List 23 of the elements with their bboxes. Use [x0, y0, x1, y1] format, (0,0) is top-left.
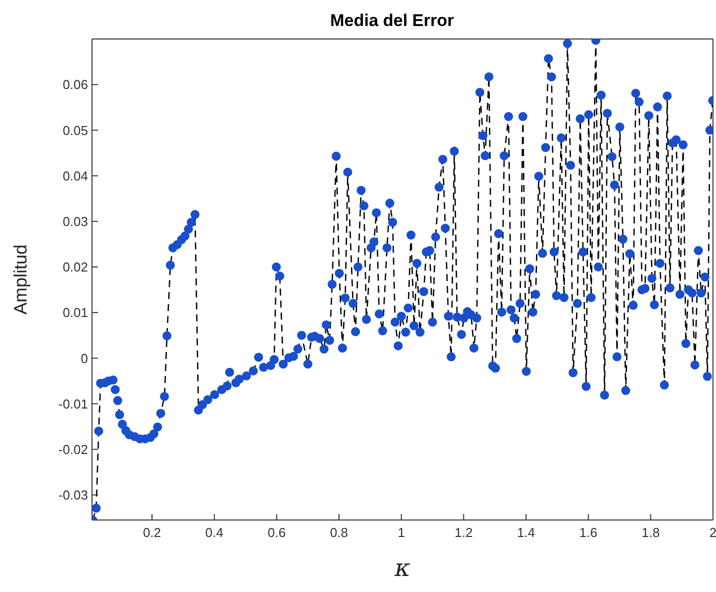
x-tick-label: 0.4 [205, 525, 224, 540]
x-tick-label: 0.6 [268, 525, 286, 540]
y-tick-label: 0.05 [62, 122, 88, 138]
y-tick-label: 0.06 [62, 77, 88, 92]
y-axis-title: Amplitud [10, 244, 30, 315]
y-tick-label: 0.03 [62, 214, 88, 229]
x-tick-label: 1.4 [516, 525, 536, 540]
y-tick-label: -0.03 [58, 488, 88, 503]
x-tick-label: 0.8 [330, 525, 348, 540]
chart-title: Media del Error [329, 10, 455, 32]
x-tick-label: 1.8 [642, 525, 660, 540]
y-tick-label: 0.01 [62, 305, 88, 320]
y-tick-label: 0.04 [62, 168, 88, 184]
x-tick-label: 0.2 [142, 525, 162, 540]
x-tick-label: 1 [398, 525, 405, 540]
x-tick-label: 1.6 [579, 525, 598, 540]
x-tick-label: 2 [709, 525, 716, 540]
y-tick-label: -0.02 [58, 442, 88, 457]
x-tick-label: 1.2 [454, 525, 473, 540]
y-tick-label: -0.01 [58, 396, 88, 412]
y-tick-label: 0.02 [62, 260, 88, 275]
y-tick-label: 0 [80, 350, 88, 366]
x-axis-title: κ [394, 554, 411, 582]
